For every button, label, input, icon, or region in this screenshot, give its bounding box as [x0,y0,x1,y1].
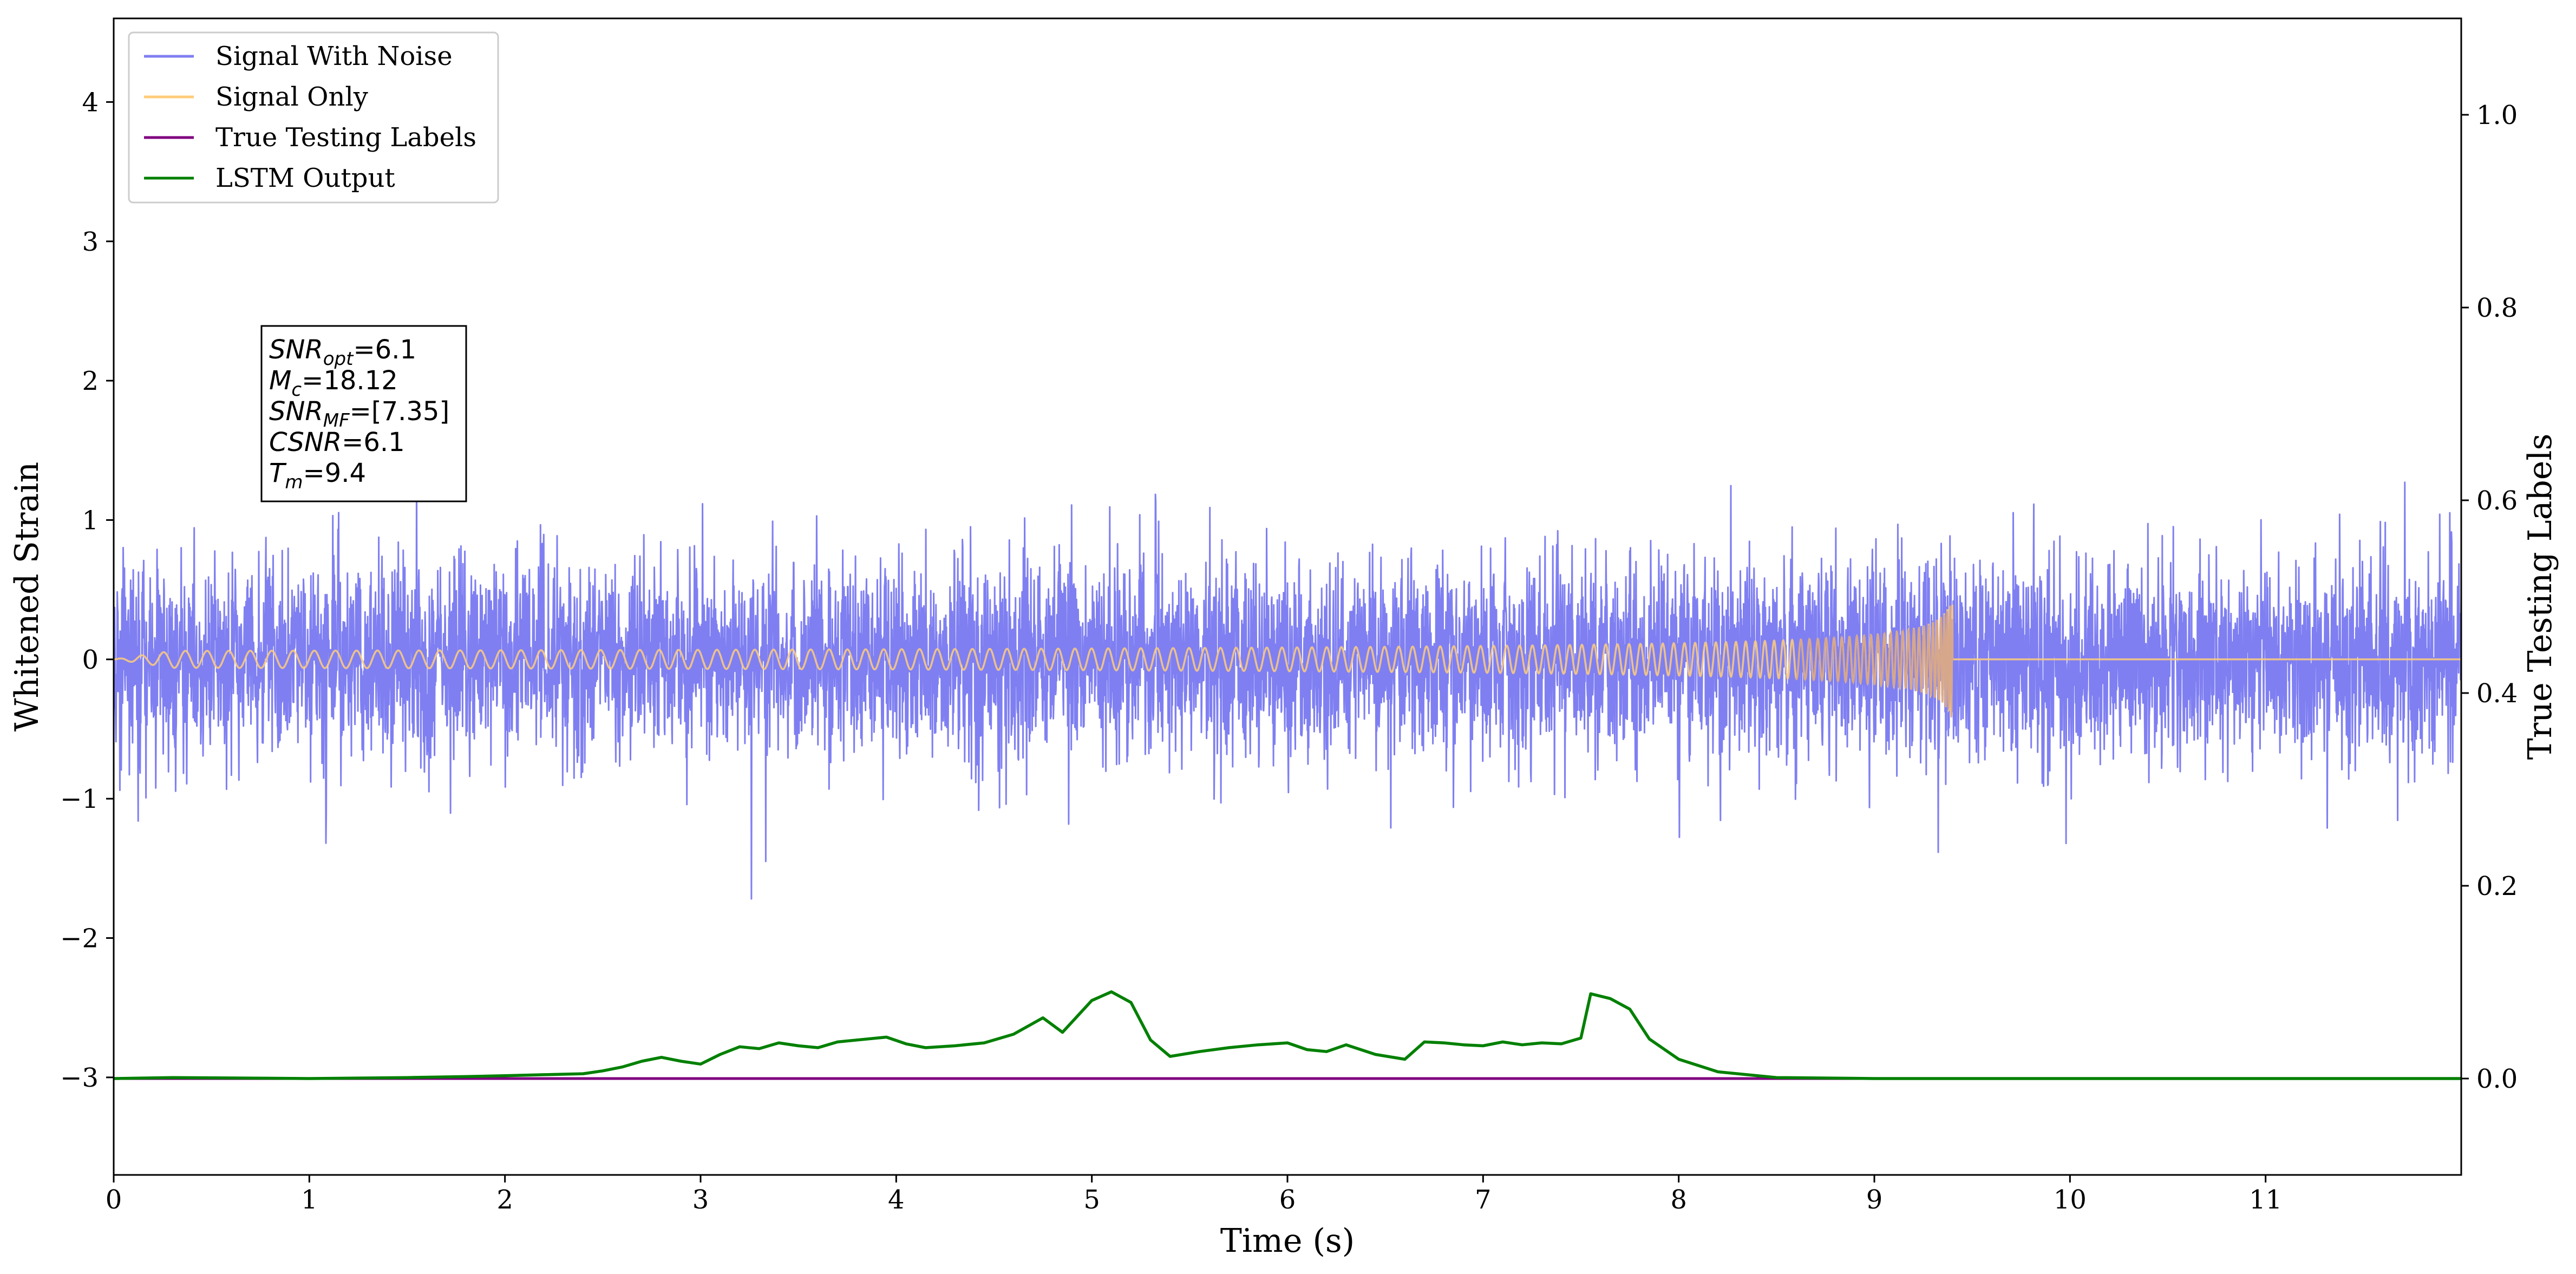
info-line: CSNR=6.1 [269,427,405,458]
legend-label: Signal With Noise [215,41,453,71]
legend-frame [128,31,499,204]
x-tick-label: 4 [888,1185,905,1215]
y2-tick-label: 0.2 [2476,871,2518,901]
x-tick-label: 3 [692,1185,709,1215]
info-line: SNRopt=6.1 [269,335,416,370]
y-tick-label: 1 [82,505,99,535]
y-tick-label: 0 [82,645,99,675]
series-signal-with-noise [114,469,2461,900]
x-tick-label: 10 [2054,1185,2087,1215]
info-box-frame [260,325,467,502]
info-line: SNRMF=[7.35] [269,396,449,432]
x-tick-label: 2 [496,1185,513,1215]
y-tick-label: 3 [82,227,99,257]
x-axis: 0 1 2 3 4 5 6 7 8 9 10 11 [106,1175,2282,1215]
series-signal-only [114,604,2461,717]
y2-tick-label: 0.6 [2476,486,2518,516]
y-tick-label: −1 [60,784,99,814]
info-line: Tm=9.4 [269,458,366,493]
x-tick-label: 6 [1279,1185,1296,1215]
x-tick-label: 1 [301,1185,318,1215]
y-tick-label: 2 [82,366,99,396]
x-tick-label: 7 [1475,1185,1492,1215]
legend-entry: Signal Only [144,82,368,112]
y2-tick-label: 0.4 [2476,678,2518,709]
legend-label: LSTM Output [215,163,395,193]
x-tick-label: 8 [1670,1185,1687,1215]
legend-entry: True Testing Labels [144,122,476,153]
legend: Signal With Noise Signal Only True Testi… [128,31,499,204]
y-tick-label: −3 [60,1063,99,1093]
legend-entry: Signal With Noise [144,41,453,71]
x-tick-label: 9 [1866,1185,1883,1215]
series-lstm-output [114,990,2461,1080]
y2-axis-label: True Testing Labels [2521,434,2559,760]
y2-tick-label: 0.0 [2476,1064,2518,1094]
info-annotation-box: SNRopt=6.1Mc=18.12SNRMF=[7.35]CSNR=6.1Tm… [260,325,467,502]
y2-tick-label: 0.8 [2476,293,2518,323]
y-axis-left: −3 −2 −1 0 1 2 3 4 [60,87,114,1093]
legend-label: True Testing Labels [215,122,476,153]
y-axis-right: 0.0 0.2 0.4 0.6 0.8 1.0 [2461,100,2518,1094]
legend-label: Signal Only [215,82,368,112]
y2-tick-label: 1.0 [2476,100,2518,130]
x-tick-label: 11 [2249,1185,2282,1215]
plot-area [114,469,2461,1080]
x-tick-label: 0 [106,1185,122,1215]
y-tick-label: −2 [60,924,99,954]
y-axis-label: Whitened Strain [8,462,46,731]
info-line: Mc=18.12 [269,365,398,401]
x-tick-label: 5 [1083,1185,1100,1215]
y-tick-label: 4 [82,87,99,117]
legend-entry: LSTM Output [144,163,395,193]
series-signal-only-merger [1795,605,1954,718]
x-axis-label: Time (s) [1220,1222,1355,1260]
